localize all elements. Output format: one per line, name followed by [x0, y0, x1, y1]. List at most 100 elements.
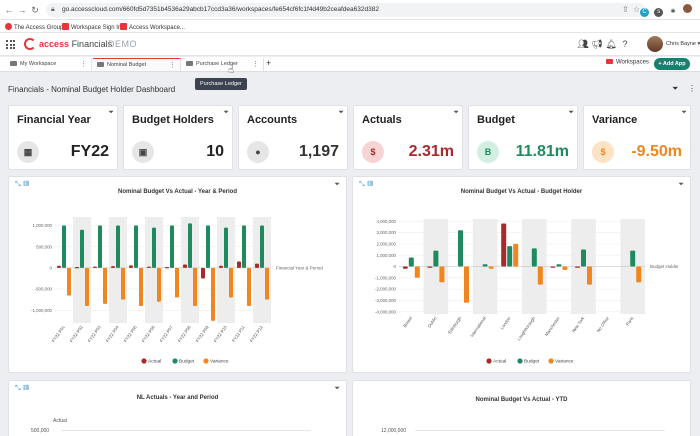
- bar-variance[interactable]: [229, 267, 233, 298]
- bar-variance[interactable]: [464, 266, 469, 303]
- bar-variance[interactable]: [439, 266, 445, 283]
- tab-purchase-ledger[interactable]: Purchase Ledger ⋮: [182, 58, 264, 71]
- bar-variance[interactable]: [414, 266, 420, 278]
- add-app-button[interactable]: + Add App: [654, 58, 690, 70]
- bar-budget[interactable]: [458, 230, 463, 267]
- bar-actual[interactable]: [501, 223, 507, 267]
- bar-budget[interactable]: [224, 227, 228, 268]
- more-vert-icon[interactable]: ⋮: [688, 84, 696, 93]
- workspaces-button[interactable]: Workspaces: [606, 59, 649, 66]
- bar-actual[interactable]: [255, 263, 259, 268]
- chart-tools-icons[interactable]: ⤡▥: [15, 181, 32, 188]
- bar-budget[interactable]: [531, 248, 537, 267]
- filter-icon[interactable]: ⏷: [223, 109, 229, 116]
- bar-budget[interactable]: [62, 225, 66, 268]
- bar-actual[interactable]: [237, 261, 241, 268]
- users-icon[interactable]: 👥︎: [577, 39, 589, 49]
- bar-actual[interactable]: [129, 265, 133, 268]
- kpi-card-accounts[interactable]: Accounts ⏷ ● 1,197: [238, 105, 348, 170]
- bar-budget[interactable]: [507, 246, 513, 267]
- bar-actual[interactable]: [201, 267, 205, 279]
- user-name[interactable]: Chris Bayne ▾: [666, 41, 700, 47]
- bar-variance[interactable]: [265, 267, 269, 300]
- product-logo[interactable]: access Financials: [39, 39, 112, 49]
- chart-tools-icons[interactable]: ⤡▥: [15, 385, 32, 392]
- bar-variance[interactable]: [247, 267, 251, 307]
- profile-icon[interactable]: [682, 4, 692, 13]
- back-arrow-icon[interactable]: ←: [4, 5, 14, 15]
- kpi-card-variance[interactable]: Variance ⏷ $ -9.50m: [583, 105, 691, 170]
- bar-variance[interactable]: [121, 267, 125, 300]
- bar-actual[interactable]: [147, 266, 151, 268]
- more-vert-icon[interactable]: ⋮: [169, 62, 176, 69]
- tab-my-workspace[interactable]: My Workspace ⋮: [6, 58, 92, 71]
- extension-c-icon[interactable]: C: [640, 8, 649, 17]
- more-vert-icon[interactable]: ⋮: [252, 61, 259, 68]
- bar-budget[interactable]: [188, 223, 192, 268]
- filter-icon[interactable]: ⏷: [334, 181, 340, 188]
- bar-variance[interactable]: [636, 266, 642, 283]
- bar-actual[interactable]: [57, 265, 61, 268]
- help-icon[interactable]: ?: [622, 39, 628, 49]
- share-star-icons[interactable]: ⇪☆: [622, 5, 644, 14]
- bar-actual[interactable]: [550, 266, 556, 268]
- bar-variance[interactable]: [139, 267, 143, 307]
- puzzle-icon[interactable]: ✱: [670, 9, 676, 15]
- bar-budget[interactable]: [433, 250, 439, 267]
- bar-variance[interactable]: [537, 266, 543, 285]
- bar-actual[interactable]: [75, 267, 79, 269]
- filter-icon[interactable]: ⏷: [568, 109, 574, 116]
- filter-icon[interactable]: ⏷: [681, 109, 687, 116]
- bar-budget[interactable]: [260, 225, 264, 268]
- bar-budget[interactable]: [170, 225, 174, 268]
- bar-actual[interactable]: [111, 266, 115, 268]
- bar-variance[interactable]: [488, 266, 494, 269]
- more-vert-icon[interactable]: ⋮: [80, 61, 87, 68]
- bar-budget[interactable]: [116, 225, 120, 268]
- bar-variance[interactable]: [193, 267, 197, 307]
- bookmark-workspace-sign-in[interactable]: Workspace Sign In: [62, 23, 121, 31]
- bar-variance[interactable]: [103, 267, 107, 304]
- bar-actual[interactable]: [402, 266, 408, 269]
- bar-budget[interactable]: [581, 249, 586, 267]
- bar-variance[interactable]: [67, 267, 71, 296]
- chart-tools-icons[interactable]: ⤡▥: [359, 181, 376, 188]
- bar-budget[interactable]: [152, 227, 156, 268]
- bar-variance[interactable]: [85, 267, 89, 307]
- bar-budget[interactable]: [482, 264, 488, 267]
- forward-arrow-icon[interactable]: →: [17, 5, 27, 15]
- reload-icon[interactable]: ↻: [31, 5, 39, 15]
- bar-actual[interactable]: [183, 264, 187, 268]
- bar-variance[interactable]: [587, 266, 592, 285]
- bar-actual[interactable]: [219, 265, 223, 268]
- bar-actual[interactable]: [93, 266, 97, 268]
- bar-variance[interactable]: [175, 267, 179, 298]
- bookmark-access-workspace[interactable]: Access Workspace...: [120, 23, 185, 31]
- bar-budget[interactable]: [556, 264, 562, 267]
- bar-budget[interactable]: [242, 225, 246, 268]
- bookmark-access-group[interactable]: The Access Group: [5, 23, 63, 31]
- filter-icon[interactable]: ⏷: [678, 181, 684, 188]
- tab-nominal-budget[interactable]: Nominal Budget ⋮: [93, 58, 181, 71]
- kpi-card-budget[interactable]: Budget ⏷ B 11.81m: [468, 105, 578, 170]
- bar-budget[interactable]: [98, 225, 102, 268]
- filter-icon[interactable]: ⏷: [672, 84, 679, 93]
- bar-budget[interactable]: [408, 257, 414, 267]
- bar-variance[interactable]: [211, 267, 215, 321]
- add-tab-button[interactable]: +: [266, 58, 272, 68]
- filter-icon[interactable]: ⏷: [334, 385, 340, 392]
- bar-actual[interactable]: [575, 266, 580, 268]
- bar-budget[interactable]: [630, 250, 636, 267]
- filter-icon[interactable]: ⏷: [338, 109, 344, 116]
- bar-actual[interactable]: [165, 267, 169, 269]
- app-grid-icon[interactable]: [6, 40, 15, 49]
- bar-variance[interactable]: [513, 243, 519, 267]
- extension-s-icon[interactable]: s: [654, 8, 664, 17]
- bell-icon[interactable]: 🔔︎: [605, 39, 617, 49]
- bar-budget[interactable]: [134, 225, 138, 268]
- kpi-card-actuals[interactable]: Actuals ⏷ $2.31m: [353, 105, 463, 170]
- kpi-card-budget-holders[interactable]: Budget Holders ⏷ ▣ 10: [123, 105, 233, 170]
- filter-icon[interactable]: ⏷: [453, 109, 459, 116]
- bar-variance[interactable]: [157, 267, 161, 302]
- megaphone-icon[interactable]: 📢︎: [591, 39, 603, 49]
